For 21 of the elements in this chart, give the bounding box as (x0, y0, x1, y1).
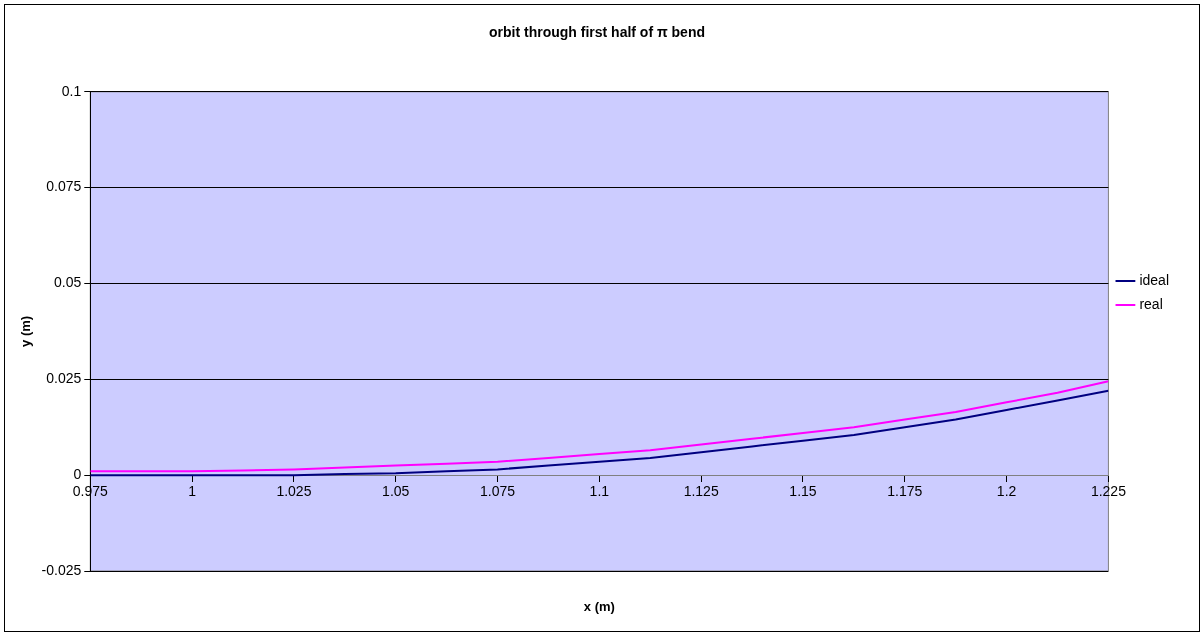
y-tick-label: -0.025 (41, 561, 82, 578)
legend-label: ideal (1139, 271, 1170, 288)
legend-label: real (1139, 295, 1163, 312)
y-tick-label: 0.075 (46, 178, 82, 195)
x-tick-label: 1.175 (887, 483, 923, 500)
x-tick-label: 1.15 (789, 483, 817, 500)
x-axis-title: x (m) (583, 599, 615, 614)
y-tick-label: 0 (73, 466, 82, 483)
x-tick-label: 1.125 (683, 483, 719, 500)
x-tick-label: 1.1 (589, 483, 610, 500)
chart-title: orbit through first half of π bend (488, 24, 706, 41)
y-tick-label: 0.1 (61, 82, 82, 99)
x-tick-label: 1.075 (480, 483, 516, 500)
x-tick-label: 1.2 (996, 483, 1017, 500)
y-tick-label: 0.025 (46, 370, 82, 387)
y-axis-title: y (m) (18, 315, 34, 347)
y-tick-label: 0.05 (54, 274, 82, 291)
x-tick-label: 1.05 (382, 483, 410, 500)
x-tick-label: 1 (188, 483, 197, 500)
x-tick-label: 1.225 (1090, 483, 1127, 500)
x-tick-label: 1.025 (276, 483, 312, 500)
